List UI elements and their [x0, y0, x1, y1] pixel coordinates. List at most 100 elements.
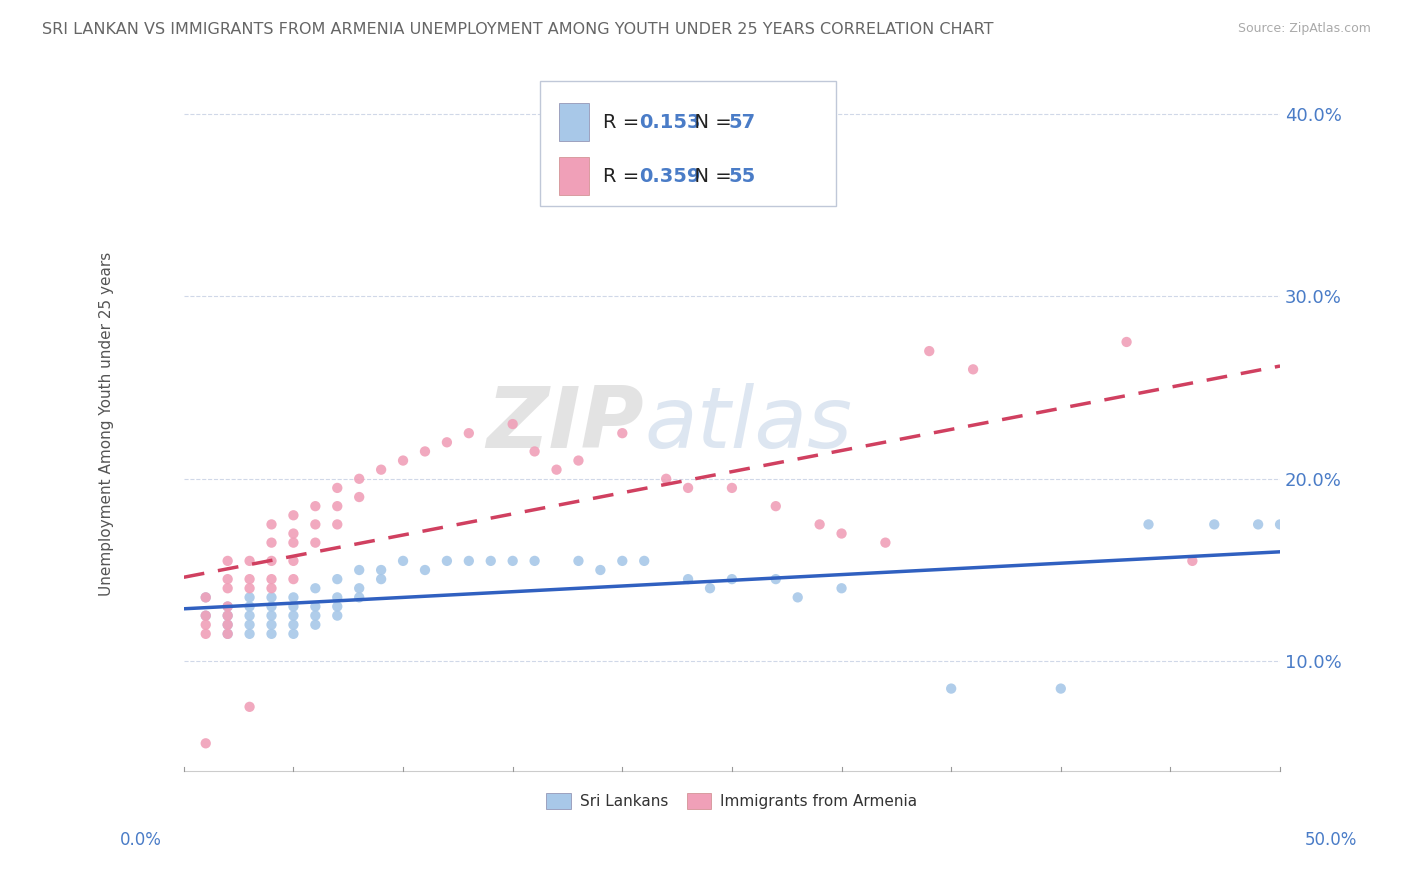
Point — [326, 481, 349, 495]
Point — [239, 627, 262, 641]
Text: R =: R = — [603, 167, 645, 186]
Text: N =: N = — [682, 167, 738, 186]
Point — [479, 554, 502, 568]
Point — [239, 581, 262, 595]
Point — [194, 617, 217, 632]
Point — [217, 627, 239, 641]
Point — [347, 472, 370, 486]
Point — [676, 481, 699, 495]
Text: 50.0%: 50.0% — [1305, 831, 1357, 849]
Point — [1137, 517, 1160, 532]
Point — [260, 517, 283, 532]
Point — [283, 591, 305, 605]
Point — [239, 554, 262, 568]
Point — [589, 563, 612, 577]
Legend: Sri Lankans, Immigrants from Armenia: Sri Lankans, Immigrants from Armenia — [540, 787, 924, 815]
FancyBboxPatch shape — [558, 103, 589, 141]
Point — [655, 472, 678, 486]
Point — [304, 581, 326, 595]
Point — [304, 499, 326, 513]
Point — [217, 608, 239, 623]
Point — [370, 563, 392, 577]
Point — [283, 554, 305, 568]
Point — [217, 617, 239, 632]
Point — [347, 563, 370, 577]
Point — [217, 599, 239, 614]
Point — [326, 591, 349, 605]
Point — [326, 499, 349, 513]
Point — [283, 535, 305, 549]
Point — [304, 608, 326, 623]
Point — [283, 608, 305, 623]
Point — [217, 581, 239, 595]
Point — [1247, 517, 1270, 532]
Point — [239, 608, 262, 623]
Point — [326, 517, 349, 532]
Text: 57: 57 — [728, 112, 756, 132]
Point — [413, 563, 436, 577]
Point — [1115, 334, 1137, 349]
Point — [260, 599, 283, 614]
Point — [260, 608, 283, 623]
Point — [326, 599, 349, 614]
Point — [1204, 517, 1226, 532]
Point — [239, 617, 262, 632]
Point — [194, 591, 217, 605]
Point — [567, 453, 589, 467]
Point — [612, 426, 634, 441]
Point — [217, 617, 239, 632]
Text: SRI LANKAN VS IMMIGRANTS FROM ARMENIA UNEMPLOYMENT AMONG YOUTH UNDER 25 YEARS CO: SRI LANKAN VS IMMIGRANTS FROM ARMENIA UN… — [42, 22, 994, 37]
Point — [546, 463, 568, 477]
FancyBboxPatch shape — [558, 157, 589, 195]
Text: atlas: atlas — [644, 383, 852, 466]
Point — [217, 572, 239, 586]
Point — [194, 736, 217, 750]
Point — [676, 572, 699, 586]
Text: 0.359: 0.359 — [638, 167, 700, 186]
Point — [392, 554, 415, 568]
Point — [502, 417, 524, 431]
Point — [413, 444, 436, 458]
Point — [304, 599, 326, 614]
Point — [217, 599, 239, 614]
Point — [283, 627, 305, 641]
Point — [436, 554, 458, 568]
Point — [239, 599, 262, 614]
Point — [523, 444, 546, 458]
Point — [217, 554, 239, 568]
Point — [260, 617, 283, 632]
Point — [831, 581, 853, 595]
Text: R =: R = — [603, 112, 645, 132]
Point — [808, 517, 831, 532]
Point — [457, 554, 479, 568]
Point — [283, 617, 305, 632]
Point — [283, 572, 305, 586]
Point — [194, 591, 217, 605]
Point — [347, 581, 370, 595]
Point — [283, 599, 305, 614]
Point — [326, 608, 349, 623]
Point — [194, 608, 217, 623]
Point — [347, 591, 370, 605]
Point — [436, 435, 458, 450]
Point — [918, 344, 941, 359]
Point — [457, 426, 479, 441]
Point — [260, 572, 283, 586]
Point — [1181, 554, 1204, 568]
Point — [612, 554, 634, 568]
Text: N =: N = — [682, 112, 738, 132]
Point — [326, 572, 349, 586]
Point — [283, 526, 305, 541]
Point — [941, 681, 963, 696]
Point — [304, 535, 326, 549]
Point — [347, 490, 370, 504]
Text: 0.153: 0.153 — [638, 112, 700, 132]
Point — [721, 572, 744, 586]
Point — [260, 591, 283, 605]
Point — [239, 572, 262, 586]
Point — [194, 627, 217, 641]
Point — [1049, 681, 1071, 696]
Point — [1268, 517, 1291, 532]
Point — [283, 508, 305, 523]
Text: ZIP: ZIP — [486, 383, 644, 466]
